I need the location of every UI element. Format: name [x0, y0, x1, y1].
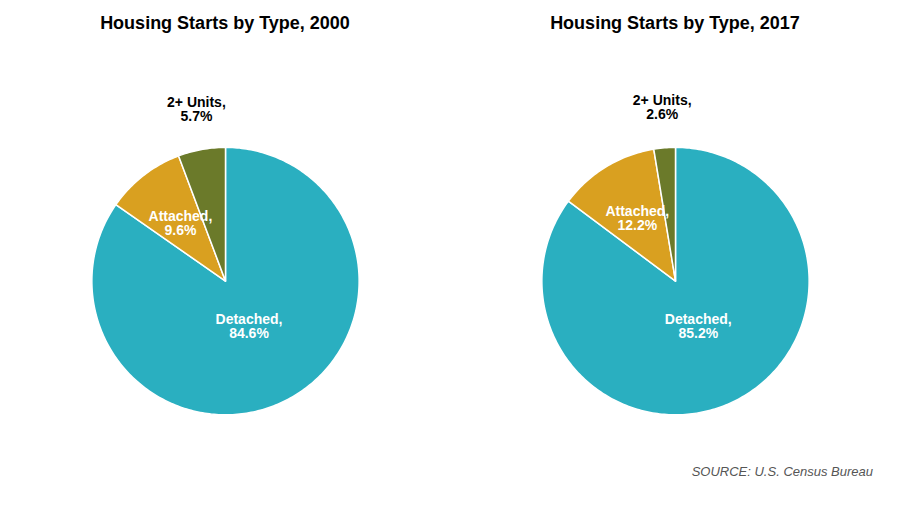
- svg-text:Attached,12.2%: Attached,12.2%: [605, 203, 669, 233]
- svg-text:Attached,9.6%: Attached,9.6%: [149, 208, 213, 238]
- svg-text:Detached,85.2%: Detached,85.2%: [665, 311, 732, 341]
- html-text:Housing Starts by Type, 2017: Housing Starts by Type, 2017: [550, 13, 800, 33]
- svg-text:Detached,84.6%: Detached,84.6%: [216, 311, 283, 341]
- html-text:SOURCE: U.S. Census Bureau: SOURCE: U.S. Census Bureau: [691, 464, 873, 479]
- html-text:Housing Starts by Type, 2000: Housing Starts by Type, 2000: [100, 13, 350, 33]
- svg-text:2+ Units,5.7%: 2+ Units,5.7%: [167, 94, 226, 124]
- svg-text:2+ Units,2.6%: 2+ Units,2.6%: [633, 92, 692, 122]
